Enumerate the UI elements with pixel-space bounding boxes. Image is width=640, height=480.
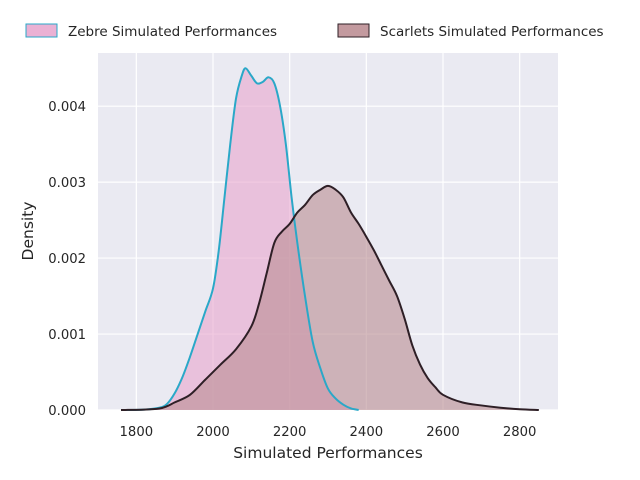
legend-label-2: Scarlets Simulated Performances [380,24,604,40]
x-tick-label: 2000 [196,425,230,440]
x-tick-label: 2400 [350,425,384,440]
x-tick-label: 1800 [120,425,154,440]
x-axis-label: Simulated Performances [233,444,423,462]
legend: Zebre Simulated Performances Scarlets Sim… [25,23,604,40]
y-tick-label: 0.003 [48,176,86,191]
y-tick-label: 0.000 [48,404,86,419]
y-tick-label: 0.002 [48,252,86,267]
y-tick-label: 0.001 [48,328,86,343]
y-axis-label: Density [19,202,37,261]
legend-swatch-1 [25,23,58,38]
y-tick-label: 0.004 [48,100,86,115]
series-1-line [124,67,359,411]
series-2-line [120,184,539,411]
series-layer [120,67,539,411]
x-tick-label: 2200 [273,425,307,440]
x-tick-label: 2600 [426,425,460,440]
y-axis-ticks: 0.000 0.001 0.002 0.003 0.004 [48,100,86,419]
x-tick-label: 2800 [503,425,537,440]
series-2-area [121,185,539,410]
x-axis-ticks: 1800 2000 2200 2400 2600 2800 [120,425,537,440]
legend-label-1: Zebre Simulated Performances [68,24,277,40]
legend-swatch-2 [337,23,370,38]
